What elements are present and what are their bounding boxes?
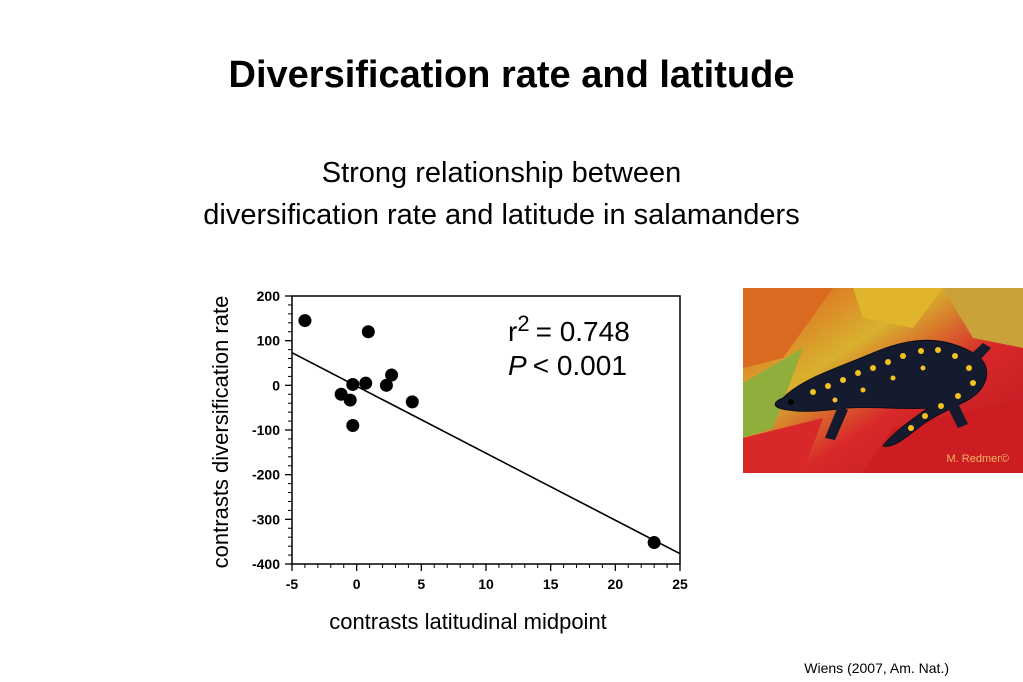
data-point <box>346 377 360 391</box>
y-tick-label: -400 <box>252 556 280 572</box>
x-axis-label: contrasts latitudinal midpoint <box>329 609 607 634</box>
data-point <box>298 314 312 328</box>
r-letter: r <box>508 316 517 347</box>
y-tick-label: -100 <box>252 422 280 438</box>
x-tick-label: 10 <box>478 576 494 592</box>
salamander-photo: M. Redmer© <box>743 288 1023 473</box>
data-point <box>385 368 399 382</box>
y-tick-label: 0 <box>272 377 280 393</box>
y-tick-label: 200 <box>257 288 281 304</box>
y-tick-label: -200 <box>252 467 280 483</box>
data-point <box>343 393 357 407</box>
y-tick-label: 100 <box>257 333 281 349</box>
photo-credit: M. Redmer© <box>946 453 1009 465</box>
x-tick-label: 20 <box>608 576 624 592</box>
y-axis-label: contrasts diversification rate <box>208 296 233 569</box>
data-point <box>361 325 375 339</box>
y-tick-label: -300 <box>252 511 280 527</box>
salamander-image <box>743 288 1023 473</box>
slide-title: Diversification rate and latitude <box>228 54 795 96</box>
data-point <box>647 536 661 550</box>
data-point <box>359 376 373 390</box>
data-point <box>346 419 360 433</box>
x-tick-label: 25 <box>672 576 688 592</box>
citation: Wiens (2007, Am. Nat.) <box>804 660 949 676</box>
data-point <box>379 378 393 392</box>
p-symbol: P <box>508 350 527 381</box>
subtitle-line-2: diversification rate and latitude in sal… <box>203 199 800 231</box>
axis-ticks: -5 0 5 10 15 20 25 200 100 0 -100 -200 -300 -400 <box>252 288 688 592</box>
data-point <box>405 395 419 409</box>
x-tick-label: -5 <box>286 576 299 592</box>
p-value: < 0.001 <box>533 350 627 381</box>
r-superscript: 2 <box>517 311 529 336</box>
x-tick-label: 0 <box>353 576 361 592</box>
r-value: = 0.748 <box>536 316 630 347</box>
x-tick-label: 5 <box>417 576 425 592</box>
p-value-label: P < 0.001 <box>508 350 627 381</box>
r-squared-label: r2 = 0.748 <box>508 311 630 347</box>
data-points <box>298 314 661 550</box>
scatter-chart: -5 0 5 10 15 20 25 200 100 0 -100 -200 -300 -400 cont… <box>208 288 688 634</box>
x-tick-label: 15 <box>543 576 559 592</box>
slide-subtitle: Strong relationship between diversificat… <box>0 152 1003 236</box>
subtitle-line-1: Strong relationship between <box>321 157 682 189</box>
